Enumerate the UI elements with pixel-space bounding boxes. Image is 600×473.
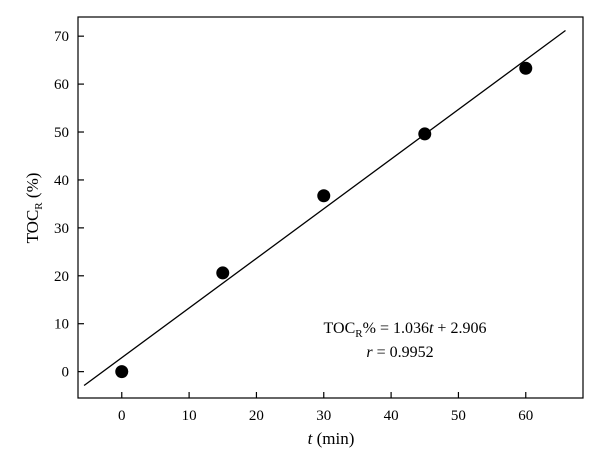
data-point	[317, 189, 331, 203]
y-axis-title-unit: (%)	[23, 173, 42, 203]
y-axis-ticks: 0 10 20 30 40 50 60 70	[54, 29, 84, 381]
x-tick-label: 50	[451, 408, 466, 424]
data-point	[115, 365, 129, 379]
plot-frame	[77, 16, 584, 399]
x-tick-label: 30	[316, 408, 331, 424]
regression-line-group	[83, 29, 566, 387]
y-tick-label: 0	[62, 365, 70, 381]
x-tick-label: 20	[249, 408, 264, 424]
x-axis-title: t (min)	[308, 429, 355, 448]
y-tick-label: 40	[54, 173, 69, 189]
y-tick-label: 60	[54, 77, 69, 93]
y-axis-title-subscript: R	[33, 202, 45, 210]
correlation-coefficient: r = 0.9952	[366, 344, 433, 361]
y-tick-label: 70	[54, 29, 69, 45]
y-tick-label: 10	[54, 317, 69, 333]
y-tick-label: 20	[54, 269, 69, 285]
x-axis-ticks: 0 10 20 30 40 50 60	[118, 392, 533, 424]
data-points	[115, 61, 533, 379]
y-axis-title: TOCR (%)	[23, 173, 45, 244]
data-point	[519, 61, 533, 75]
x-axis-title-unit: (min)	[312, 429, 354, 448]
x-tick-label: 0	[118, 408, 126, 424]
regression-equation: TOCR% = 1.036t + 2.906	[324, 320, 487, 340]
data-point	[418, 127, 432, 141]
x-tick-label: 60	[518, 408, 533, 424]
x-axis-title-symbol: t	[308, 429, 314, 448]
data-point	[216, 266, 230, 280]
y-axis-title-main: TOC	[23, 210, 42, 244]
regression-line	[83, 29, 566, 387]
x-tick-label: 40	[384, 408, 399, 424]
x-tick-label: 10	[182, 408, 197, 424]
y-tick-label: 30	[54, 221, 69, 237]
y-tick-label: 50	[54, 125, 69, 141]
